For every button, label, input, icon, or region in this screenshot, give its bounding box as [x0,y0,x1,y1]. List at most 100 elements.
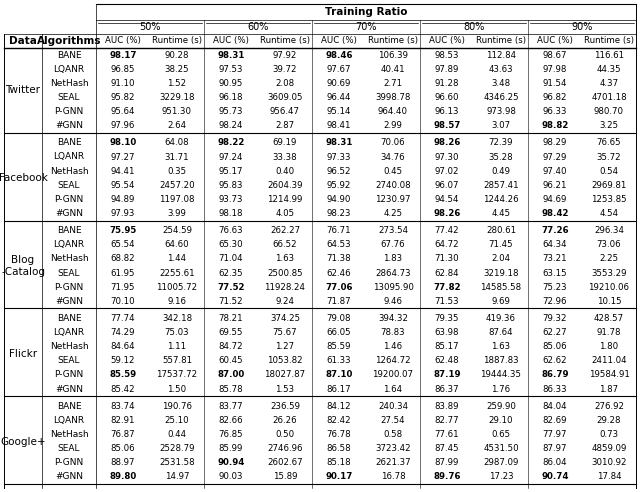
Text: 96.82: 96.82 [543,93,567,102]
Text: 1.27: 1.27 [275,342,294,351]
Text: 19200.07: 19200.07 [372,370,413,379]
Text: 17.84: 17.84 [596,472,621,482]
Text: 2.25: 2.25 [600,254,619,263]
Text: 9.46: 9.46 [383,297,403,306]
Text: 98.53: 98.53 [435,51,460,60]
Text: 16.78: 16.78 [381,472,405,482]
Text: P-GNN: P-GNN [54,283,84,292]
Text: AUC (%): AUC (%) [213,36,249,45]
Text: 3.48: 3.48 [492,79,511,88]
Text: Facebook: Facebook [0,173,47,183]
Text: 74.29: 74.29 [111,328,135,337]
Text: 14585.58: 14585.58 [481,283,522,292]
Text: 98.26: 98.26 [433,138,461,148]
Text: 3.25: 3.25 [600,121,619,130]
Text: #GNN: #GNN [55,385,83,394]
Text: 97.53: 97.53 [219,65,243,74]
Text: 33.38: 33.38 [273,153,298,161]
Text: 97.29: 97.29 [543,153,567,161]
Text: 17.23: 17.23 [489,472,513,482]
Text: 1197.08: 1197.08 [159,195,195,204]
Text: 1264.72: 1264.72 [375,356,411,366]
Text: 71.45: 71.45 [489,240,513,249]
Text: 296.34: 296.34 [594,226,624,235]
Text: 63.15: 63.15 [543,269,567,277]
Text: 1.52: 1.52 [168,79,187,88]
Text: 25.10: 25.10 [164,416,189,425]
Text: 0.49: 0.49 [492,167,511,176]
Text: 94.54: 94.54 [435,195,460,204]
Text: 3.99: 3.99 [168,209,186,218]
Text: 71.52: 71.52 [219,297,243,306]
Text: AUC (%): AUC (%) [537,36,573,45]
Text: Data: Data [9,36,37,46]
Text: 87.19: 87.19 [433,370,461,379]
Text: LQANR: LQANR [53,416,84,425]
Text: 95.64: 95.64 [111,107,135,116]
Text: 964.40: 964.40 [378,107,408,116]
Text: 78.21: 78.21 [219,314,243,323]
Text: 85.06: 85.06 [543,342,567,351]
Text: Runtime (s): Runtime (s) [476,36,526,45]
Text: 98.24: 98.24 [219,121,243,130]
Text: 97.33: 97.33 [327,153,351,161]
Text: 95.83: 95.83 [219,181,243,190]
Text: 2746.96: 2746.96 [268,444,303,453]
Text: 2.64: 2.64 [168,121,187,130]
Text: 1.76: 1.76 [492,385,511,394]
Text: 4.45: 4.45 [492,209,511,218]
Text: 1253.85: 1253.85 [591,195,627,204]
Text: 75.03: 75.03 [164,328,189,337]
Text: 97.98: 97.98 [543,65,567,74]
Text: 11928.24: 11928.24 [264,283,305,292]
Text: 87.45: 87.45 [435,444,460,453]
Text: 29.28: 29.28 [596,416,621,425]
Text: 98.23: 98.23 [327,209,351,218]
Text: 83.77: 83.77 [219,402,243,411]
Text: 72.96: 72.96 [543,297,567,306]
Text: 70.10: 70.10 [111,297,135,306]
Text: 97.89: 97.89 [435,65,459,74]
Text: 116.61: 116.61 [594,51,624,60]
Text: 1.50: 1.50 [168,385,187,394]
Text: 86.58: 86.58 [326,444,351,453]
Text: 2604.39: 2604.39 [268,181,303,190]
Text: 64.34: 64.34 [543,240,567,249]
Text: 87.64: 87.64 [489,328,513,337]
Text: 71.87: 71.87 [326,297,351,306]
Text: NetHash: NetHash [50,430,88,439]
Text: 78.83: 78.83 [381,328,405,337]
Text: 90.03: 90.03 [219,472,243,482]
Text: 71.30: 71.30 [435,254,460,263]
Text: 93.73: 93.73 [219,195,243,204]
Text: 38.25: 38.25 [164,65,189,74]
Text: 2.71: 2.71 [383,79,403,88]
Text: 85.78: 85.78 [219,385,243,394]
Text: 9.24: 9.24 [275,297,294,306]
Text: 97.92: 97.92 [273,51,297,60]
Text: 98.42: 98.42 [541,209,569,218]
Text: AUC (%): AUC (%) [429,36,465,45]
Text: BANE: BANE [57,402,81,411]
Text: 2.99: 2.99 [383,121,403,130]
Text: 76.85: 76.85 [219,430,243,439]
Text: Runtime (s): Runtime (s) [584,36,634,45]
Text: 98.67: 98.67 [543,51,567,60]
Text: 557.81: 557.81 [162,356,192,366]
Text: Runtime (s): Runtime (s) [260,36,310,45]
Text: 96.21: 96.21 [543,181,567,190]
Text: Runtime (s): Runtime (s) [152,36,202,45]
Text: 98.26: 98.26 [433,209,461,218]
Text: 94.90: 94.90 [327,195,351,204]
Text: 980.70: 980.70 [594,107,624,116]
Text: 98.82: 98.82 [541,121,569,130]
Text: 240.34: 240.34 [378,402,408,411]
Text: P-GNN: P-GNN [54,370,84,379]
Text: 79.35: 79.35 [435,314,460,323]
Text: 90.94: 90.94 [218,459,244,467]
Text: 60.45: 60.45 [219,356,243,366]
Text: 31.71: 31.71 [164,153,189,161]
Text: 69.55: 69.55 [219,328,243,337]
Text: 973.98: 973.98 [486,107,516,116]
Text: 98.22: 98.22 [218,138,244,148]
